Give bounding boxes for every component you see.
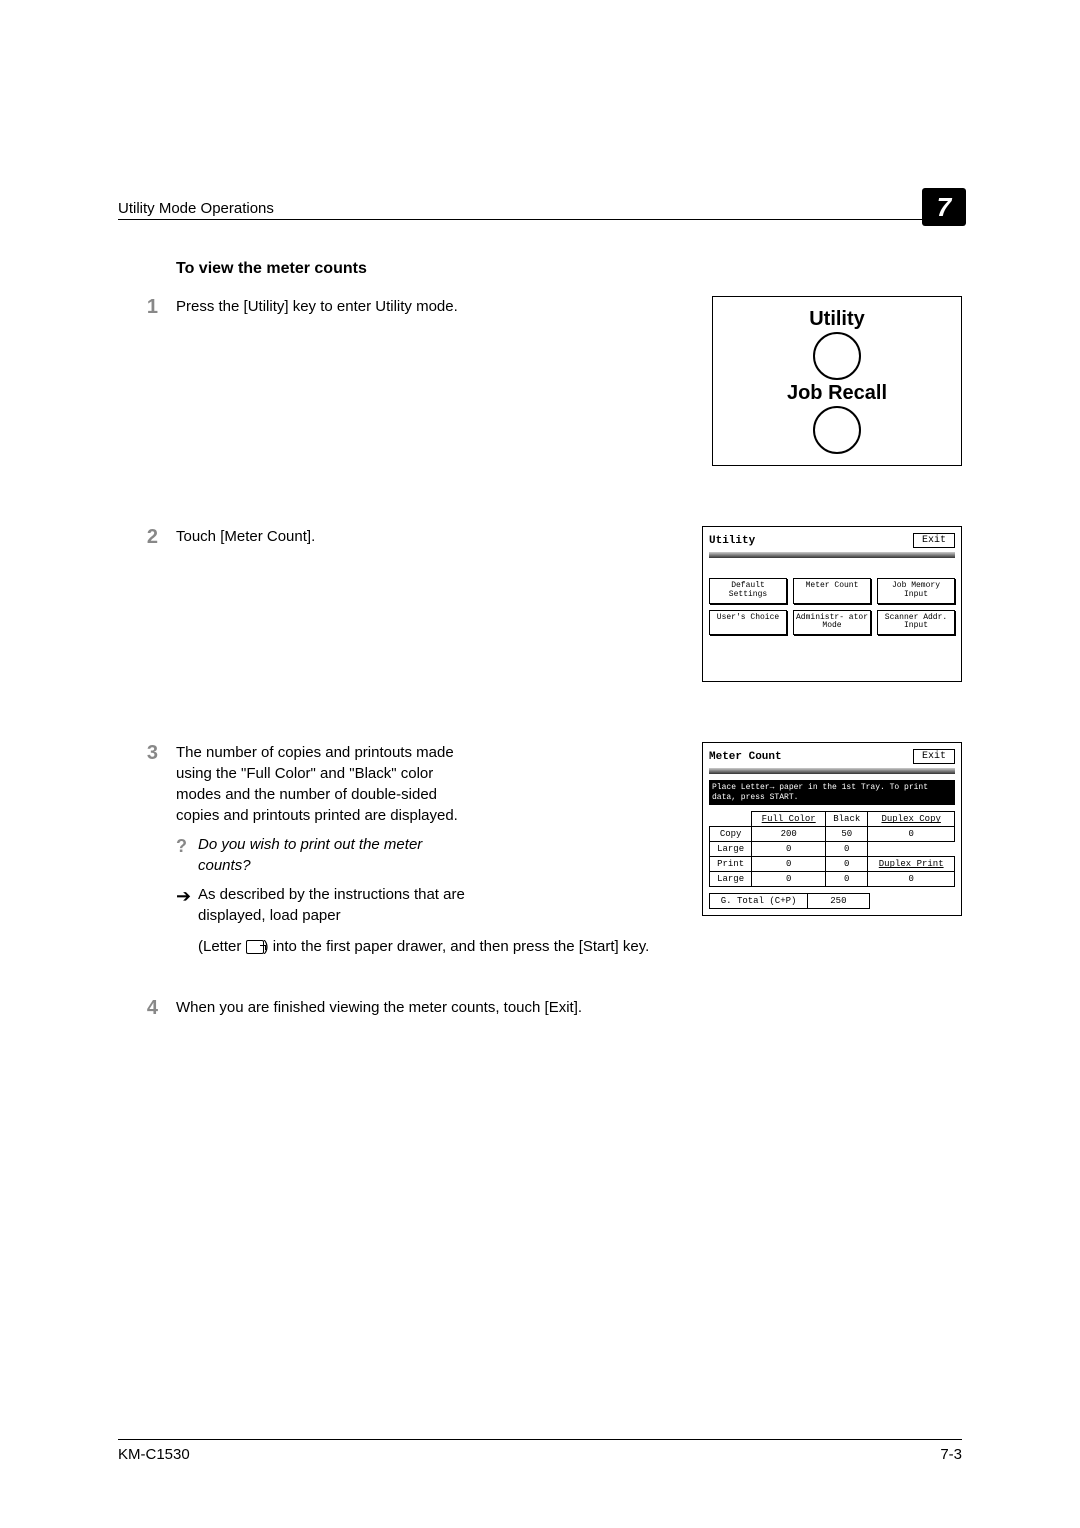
utility-label: Utility bbox=[809, 308, 865, 331]
col-duplex-print: Duplex Print bbox=[868, 857, 955, 872]
cell: 0 bbox=[752, 857, 826, 872]
step-text: Touch [Meter Count]. bbox=[176, 526, 476, 547]
utility-screen: Utility Exit Default Settings Meter Coun… bbox=[702, 526, 962, 682]
question-text: Do you wish to print out the meter count… bbox=[198, 834, 478, 876]
col-full-color: Full Color bbox=[752, 812, 826, 827]
step-number: 2 bbox=[118, 526, 176, 549]
row-label: Copy bbox=[710, 827, 752, 842]
page-header: Utility Mode Operations 7 bbox=[118, 200, 962, 220]
step-4: 4 When you are finished viewing the mete… bbox=[118, 997, 962, 1020]
exit-button[interactable]: Exit bbox=[913, 533, 955, 548]
row-label: Print bbox=[710, 857, 752, 872]
gradient-bar bbox=[709, 552, 955, 558]
row-label: Large bbox=[710, 872, 752, 887]
paper-orientation-icon bbox=[246, 940, 264, 954]
cell: 50 bbox=[826, 827, 868, 842]
step-text: The number of copies and printouts made … bbox=[176, 742, 476, 826]
job-memory-button[interactable]: Job Memory Input bbox=[877, 578, 955, 604]
step-number: 1 bbox=[118, 296, 176, 319]
chapter-badge: 7 bbox=[922, 188, 966, 226]
cell: 0 bbox=[868, 872, 955, 887]
step-1: 1 Press the [Utility] key to enter Utili… bbox=[118, 296, 962, 466]
total-label: G. Total (C+P) bbox=[710, 894, 808, 909]
cell: 0 bbox=[826, 872, 868, 887]
cell: 200 bbox=[752, 827, 826, 842]
step-text: Press the [Utility] key to enter Utility… bbox=[176, 296, 476, 317]
step-number: 4 bbox=[118, 997, 176, 1020]
cell: 0 bbox=[868, 827, 955, 842]
cell: 0 bbox=[752, 872, 826, 887]
meter-count-button[interactable]: Meter Count bbox=[793, 578, 871, 604]
job-recall-label: Job Recall bbox=[787, 382, 887, 405]
step-text: When you are finished viewing the meter … bbox=[176, 997, 962, 1018]
col-black: Black bbox=[826, 812, 868, 827]
header-title: Utility Mode Operations bbox=[118, 200, 274, 217]
section-title: To view the meter counts bbox=[176, 260, 962, 278]
cell: 0 bbox=[826, 857, 868, 872]
screen-title: Utility bbox=[709, 535, 755, 547]
meter-count-screen: Meter Count Exit Place Letter→ paper in … bbox=[702, 742, 962, 916]
footer-model: KM-C1530 bbox=[118, 1446, 190, 1463]
utility-button-icon bbox=[813, 332, 861, 380]
admin-mode-button[interactable]: Administr- ator Mode bbox=[793, 610, 871, 636]
exit-button[interactable]: Exit bbox=[913, 749, 955, 764]
total-value: 250 bbox=[808, 894, 869, 909]
col-duplex-copy: Duplex Copy bbox=[868, 812, 955, 827]
default-settings-button[interactable]: Default Settings bbox=[709, 578, 787, 604]
total-table: G. Total (C+P) 250 bbox=[709, 893, 955, 909]
question-icon: ? bbox=[176, 834, 198, 859]
step-3: 3 The number of copies and printouts mad… bbox=[118, 742, 962, 926]
utility-panel: Utility Job Recall bbox=[712, 296, 962, 466]
instruction-text-2: (Letter ) into the first paper drawer, a… bbox=[176, 936, 962, 957]
screen-title: Meter Count bbox=[709, 751, 782, 763]
scanner-addr-button[interactable]: Scanner Addr. Input bbox=[877, 610, 955, 636]
cell: 0 bbox=[826, 842, 868, 857]
cell: 0 bbox=[752, 842, 826, 857]
gradient-bar bbox=[709, 768, 955, 774]
arrow-icon: ➔ bbox=[176, 884, 198, 909]
page-footer: KM-C1530 7-3 bbox=[118, 1439, 962, 1463]
step-3-continued: (Letter ) into the first paper drawer, a… bbox=[118, 936, 962, 957]
step-number: 3 bbox=[118, 742, 176, 765]
users-choice-button[interactable]: User's Choice bbox=[709, 610, 787, 636]
footer-page: 7-3 bbox=[940, 1446, 962, 1463]
row-label: Large bbox=[710, 842, 752, 857]
step-2: 2 Touch [Meter Count]. Utility Exit Defa… bbox=[118, 526, 962, 682]
job-recall-button-icon bbox=[813, 406, 861, 454]
meter-table: Full Color Black Duplex Copy Copy 200 50… bbox=[709, 811, 955, 887]
instruction-bar: Place Letter→ paper in the 1st Tray. To … bbox=[709, 780, 955, 805]
instruction-text-1: As described by the instructions that ar… bbox=[198, 884, 478, 926]
